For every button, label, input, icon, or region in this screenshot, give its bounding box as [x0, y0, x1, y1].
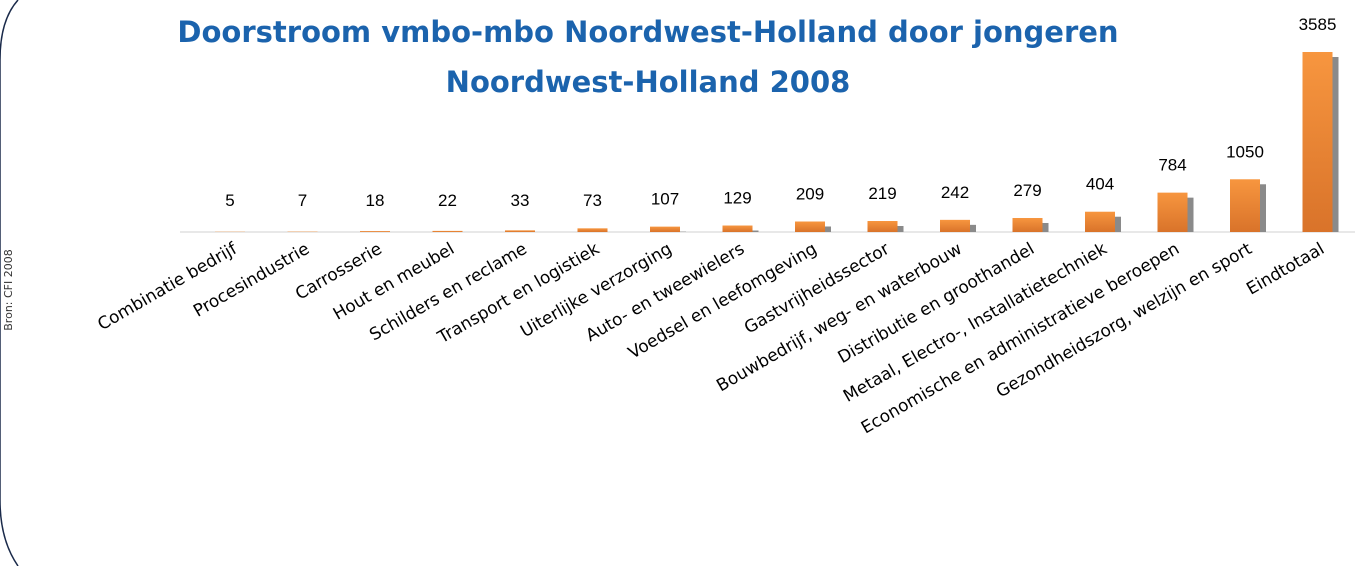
- data-label: 3585: [1299, 15, 1337, 34]
- bar: [1085, 211, 1115, 232]
- source-note: Bron: CFI 2008: [2, 249, 15, 330]
- chart-title: Doorstroom vmbo-mbo Noordwest-Holland do…: [177, 15, 1118, 49]
- data-label: 73: [583, 191, 602, 210]
- bar: [577, 228, 608, 232]
- data-label: 404: [1086, 175, 1114, 194]
- frame-curve: [0, 0, 19, 566]
- data-label: 5: [225, 191, 234, 210]
- bar: [722, 225, 753, 232]
- bar: [1157, 192, 1188, 232]
- bar: [1230, 179, 1260, 232]
- data-label: 18: [366, 191, 385, 210]
- data-label: 219: [868, 184, 896, 203]
- data-label: 107: [651, 190, 679, 209]
- data-label: 22: [438, 191, 457, 210]
- chart-title: Noordwest-Holland 2008: [446, 65, 851, 99]
- x-tick-label: Eindtotaal: [1243, 239, 1328, 299]
- data-label: 209: [796, 185, 824, 204]
- bar: [940, 219, 970, 232]
- data-label: 242: [941, 183, 969, 202]
- data-label: 279: [1013, 181, 1041, 200]
- bar: [867, 221, 898, 232]
- bar: [360, 231, 390, 232]
- data-label: 129: [723, 189, 751, 208]
- x-tick-label: Metaal, Electro-, Installatietechniek: [840, 239, 1111, 407]
- data-label: 1050: [1226, 142, 1264, 161]
- bar: [432, 230, 463, 232]
- bar: [1302, 52, 1333, 232]
- bar: [1012, 217, 1043, 232]
- bar: [650, 226, 680, 232]
- bar: [505, 230, 535, 232]
- data-label: 784: [1158, 156, 1186, 175]
- data-label: 33: [511, 191, 530, 210]
- data-label: 7: [298, 191, 307, 210]
- bar: [795, 221, 825, 232]
